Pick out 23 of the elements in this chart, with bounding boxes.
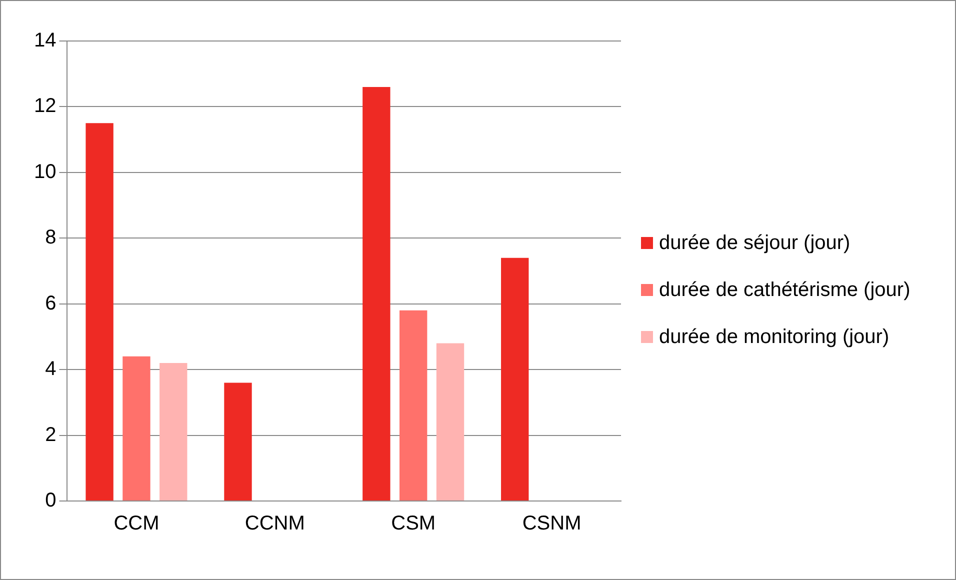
y-tick-label: 14: [34, 30, 56, 52]
x-tick-label: CSM: [391, 512, 436, 535]
x-tick-label: CCNM: [244, 512, 305, 535]
y-tick-label: 4: [45, 358, 56, 380]
y-tick-label: 2: [45, 424, 56, 446]
x-tick-label: CCM: [114, 512, 160, 535]
y-tick-label: 6: [45, 292, 56, 314]
bar: [362, 87, 390, 500]
bar: [501, 258, 529, 500]
bar: [400, 310, 428, 500]
bar: [436, 343, 464, 500]
y-tick-label: 0: [45, 490, 56, 512]
y-tick-label: 12: [34, 95, 56, 118]
legend-label: durée de séjour (jour): [659, 232, 850, 254]
x-tick-label: CSNM: [522, 512, 582, 535]
bar: [86, 123, 114, 500]
legend-label: durée de cathétérisme (jour): [659, 278, 910, 302]
y-tick-label: 8: [45, 226, 56, 249]
legend-label: durée de monitoring (jour): [659, 326, 890, 348]
bar: [160, 363, 188, 500]
bar: [122, 356, 150, 500]
bar: [224, 382, 252, 500]
y-tick-label: 10: [34, 160, 56, 183]
